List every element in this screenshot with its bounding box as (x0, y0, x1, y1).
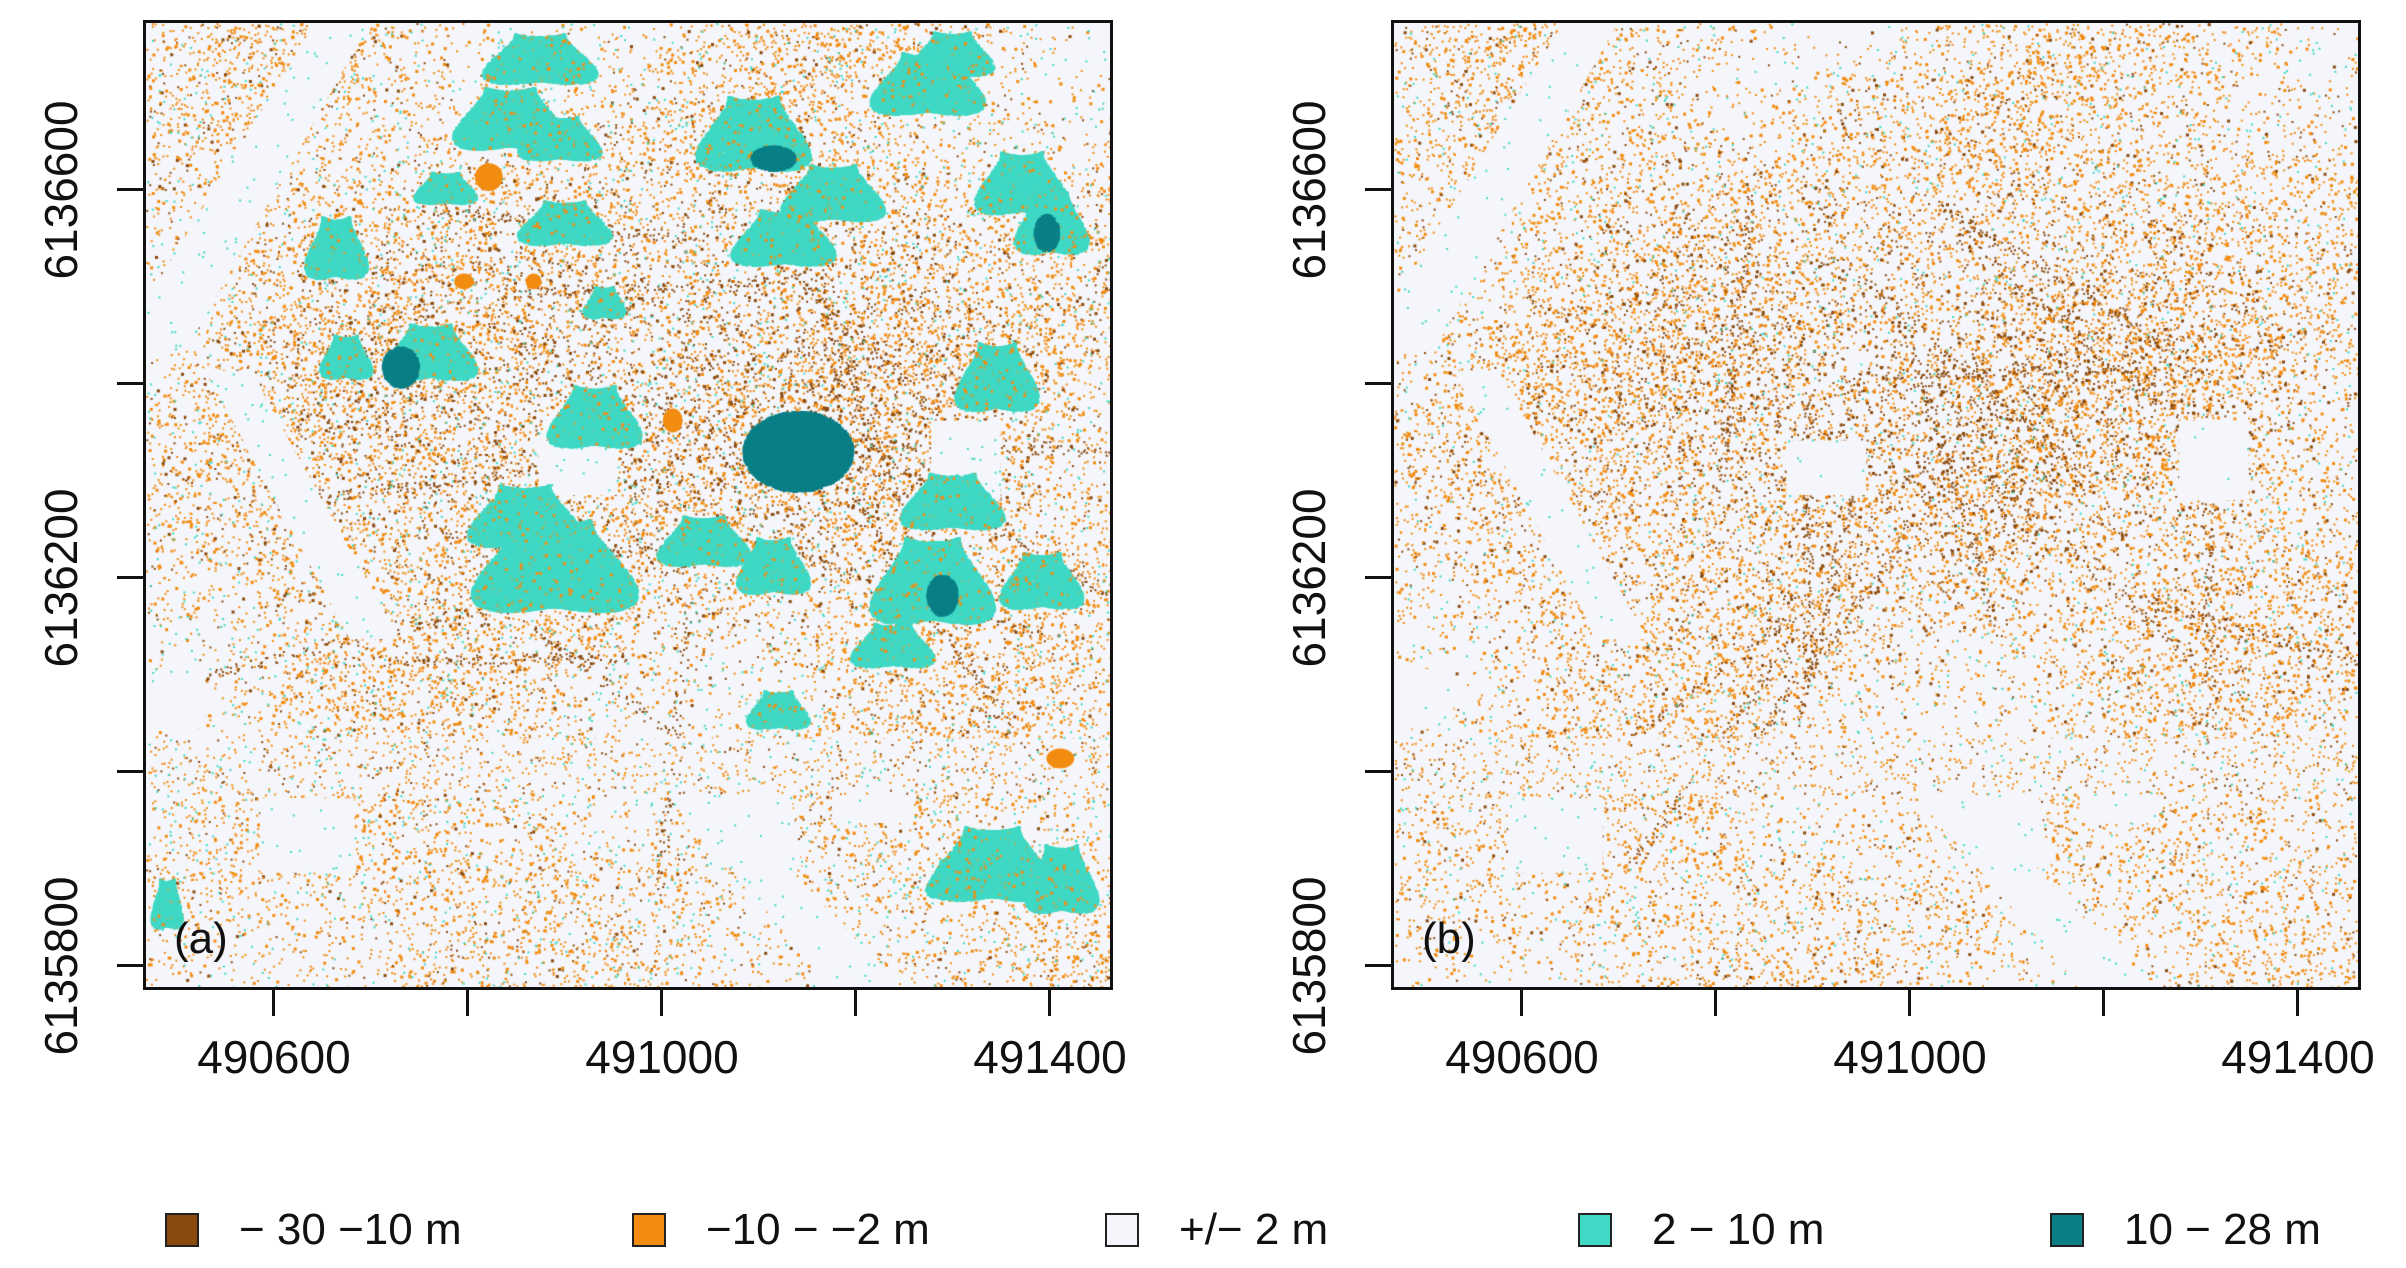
legend-swatch (632, 1213, 666, 1247)
x-tick-mark (854, 990, 858, 1016)
y-tick-mark (1365, 770, 1391, 774)
x-tick-mark (1908, 990, 1912, 1016)
y-tick-mark (117, 188, 143, 192)
y-tick-mark (1365, 188, 1391, 192)
x-tick-mark (1520, 990, 1524, 1016)
x-tick-label: 491400 (973, 1031, 1127, 1083)
y-tick-mark (117, 964, 143, 968)
y-tick-label: 6136600 (35, 100, 87, 280)
y-tick-mark (1365, 964, 1391, 968)
y-tick-mark (117, 770, 143, 774)
y-tick-label: 6136200 (1283, 488, 1335, 668)
height-change-raster-a (146, 23, 1110, 987)
x-tick-mark (466, 990, 470, 1016)
x-tick-label: 491000 (1833, 1031, 1987, 1083)
map-panel-b: (b) (1391, 20, 2361, 990)
y-tick-label: 6136600 (1283, 100, 1335, 280)
legend-label: − 30 −10 m (239, 1205, 462, 1254)
legend-swatch (1578, 1213, 1612, 1247)
legend-item-increase: 2 − 10 m (1578, 1205, 1824, 1255)
map-panel-a: (a) (143, 20, 1113, 990)
y-tick-label: 6135800 (35, 876, 87, 1056)
x-tick-label: 491000 (585, 1031, 739, 1083)
legend-label: 2 − 10 m (1652, 1205, 1825, 1254)
legend-item-strong-decrease: − 30 −10 m (165, 1205, 462, 1255)
x-tick-mark (1714, 990, 1718, 1016)
legend-swatch (165, 1213, 199, 1247)
legend-label: −10 − −2 m (706, 1205, 930, 1254)
legend-item-no-change: +/− 2 m (1105, 1205, 1328, 1255)
x-tick-label: 490600 (197, 1031, 351, 1083)
y-tick-mark (1365, 576, 1391, 580)
y-tick-label: 6135800 (1283, 876, 1335, 1056)
x-tick-mark (2102, 990, 2106, 1016)
y-tick-mark (117, 576, 143, 580)
y-tick-mark (1365, 382, 1391, 386)
panel-label-b: (b) (1422, 914, 1476, 963)
legend-item-strong-increase: 10 − 28 m (2050, 1205, 2321, 1255)
panel-label-a: (a) (174, 914, 228, 963)
x-tick-mark (660, 990, 664, 1016)
x-tick-label: 490600 (1445, 1031, 1599, 1083)
x-tick-mark (2296, 990, 2300, 1016)
height-change-raster-b (1394, 23, 2358, 987)
y-tick-mark (117, 382, 143, 386)
legend: − 30 −10 m −10 − −2 m +/− 2 m 2 − 10 m 1… (0, 1205, 2406, 1255)
legend-swatch (1105, 1213, 1139, 1247)
x-tick-label: 491400 (2221, 1031, 2375, 1083)
y-tick-label: 6136200 (35, 488, 87, 668)
x-tick-mark (1048, 990, 1052, 1016)
x-tick-mark (272, 990, 276, 1016)
legend-label: 10 − 28 m (2124, 1205, 2321, 1254)
legend-swatch (2050, 1213, 2084, 1247)
legend-item-decrease: −10 − −2 m (632, 1205, 930, 1255)
legend-label: +/− 2 m (1179, 1205, 1329, 1254)
